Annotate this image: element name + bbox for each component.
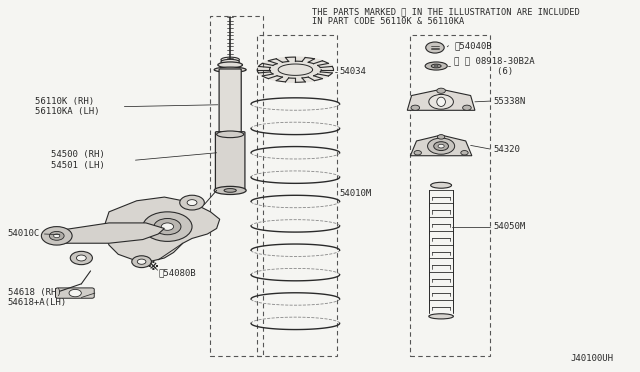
Circle shape bbox=[161, 223, 173, 230]
FancyBboxPatch shape bbox=[56, 288, 94, 298]
Ellipse shape bbox=[218, 62, 243, 68]
Text: ※54040B: ※54040B bbox=[454, 41, 492, 50]
Circle shape bbox=[414, 151, 421, 155]
Text: THE PARTS MARKED ※ IN THE ILLUSTRATION ARE INCLUDED
IN PART CODE 56110K & 56110K: THE PARTS MARKED ※ IN THE ILLUSTRATION A… bbox=[312, 7, 580, 26]
Circle shape bbox=[434, 142, 449, 151]
Ellipse shape bbox=[216, 131, 244, 138]
Text: ※: ※ bbox=[147, 262, 158, 272]
Text: 54034: 54034 bbox=[340, 67, 367, 76]
Polygon shape bbox=[54, 223, 164, 243]
Text: 54010M: 54010M bbox=[340, 189, 372, 198]
FancyBboxPatch shape bbox=[219, 69, 241, 135]
Circle shape bbox=[437, 135, 445, 139]
Circle shape bbox=[463, 105, 471, 110]
Ellipse shape bbox=[431, 182, 452, 188]
Text: J40100UH: J40100UH bbox=[570, 354, 613, 363]
Circle shape bbox=[187, 200, 197, 206]
Ellipse shape bbox=[429, 314, 453, 319]
Text: 54618 (RH)
54618+A(LH): 54618 (RH) 54618+A(LH) bbox=[8, 288, 67, 307]
Polygon shape bbox=[407, 89, 475, 110]
Circle shape bbox=[42, 227, 72, 245]
Ellipse shape bbox=[214, 186, 246, 195]
Text: 54050M: 54050M bbox=[493, 222, 525, 231]
Circle shape bbox=[154, 218, 181, 235]
Circle shape bbox=[49, 231, 64, 240]
Circle shape bbox=[70, 251, 92, 264]
Ellipse shape bbox=[221, 60, 239, 64]
Text: ※ Ⓝ 08918-30B2A
        (6): ※ Ⓝ 08918-30B2A (6) bbox=[454, 56, 534, 76]
FancyBboxPatch shape bbox=[216, 132, 245, 190]
Circle shape bbox=[76, 255, 86, 261]
Ellipse shape bbox=[224, 189, 236, 192]
Text: 54500 (RH)
54501 (LH): 54500 (RH) 54501 (LH) bbox=[51, 150, 104, 170]
Circle shape bbox=[143, 212, 192, 241]
Circle shape bbox=[428, 138, 454, 154]
Ellipse shape bbox=[435, 65, 438, 67]
Text: 55338N: 55338N bbox=[493, 97, 525, 106]
Ellipse shape bbox=[437, 97, 445, 106]
Ellipse shape bbox=[429, 94, 453, 109]
Text: 54010C: 54010C bbox=[8, 230, 40, 238]
Polygon shape bbox=[103, 197, 220, 262]
Text: 56110K (RH)
56110KA (LH): 56110K (RH) 56110KA (LH) bbox=[35, 97, 100, 116]
Ellipse shape bbox=[221, 57, 239, 62]
Text: 54320: 54320 bbox=[493, 145, 520, 154]
Circle shape bbox=[132, 256, 152, 267]
Text: ※54080B: ※54080B bbox=[158, 268, 196, 277]
Circle shape bbox=[426, 42, 444, 53]
Circle shape bbox=[138, 259, 146, 264]
Circle shape bbox=[438, 144, 444, 148]
Polygon shape bbox=[410, 135, 472, 156]
Polygon shape bbox=[257, 57, 333, 82]
Ellipse shape bbox=[431, 64, 441, 68]
Circle shape bbox=[461, 151, 468, 155]
Circle shape bbox=[437, 88, 445, 93]
Ellipse shape bbox=[214, 67, 246, 72]
Circle shape bbox=[54, 234, 60, 238]
Circle shape bbox=[411, 105, 420, 110]
Circle shape bbox=[69, 289, 81, 297]
Ellipse shape bbox=[425, 62, 447, 70]
Circle shape bbox=[180, 195, 204, 210]
